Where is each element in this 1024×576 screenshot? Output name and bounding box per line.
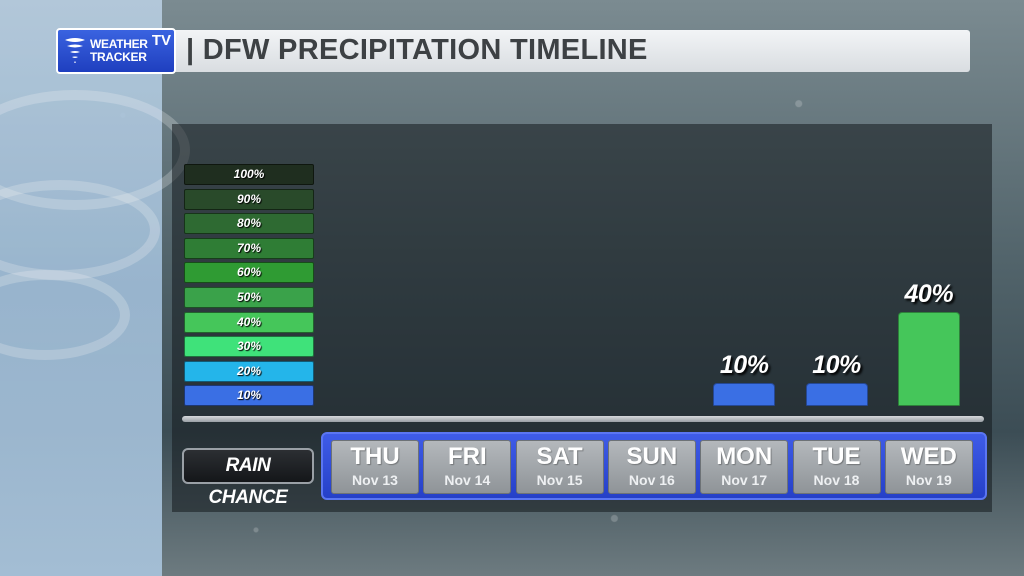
page-title: | DFW PRECIPITATION TIMELINE <box>186 34 648 66</box>
logo-line1: WEATHER <box>90 37 148 51</box>
legend-item: 50% <box>184 286 314 308</box>
swirl-decor <box>0 270 130 360</box>
day-name: FRI <box>447 443 487 470</box>
legend-item: 70% <box>184 237 314 259</box>
day-box: THU Nov 13 <box>331 440 419 494</box>
day-name: MON <box>716 443 773 470</box>
chart-baseline <box>182 416 984 422</box>
left-decor-strip <box>0 0 190 576</box>
logo-tv: TV <box>151 32 171 49</box>
day-date: Nov 13 <box>352 472 398 488</box>
day-name: SAT <box>536 443 583 470</box>
day-date: Nov 16 <box>628 472 675 488</box>
day-date: Nov 18 <box>813 472 860 488</box>
rain-chance-label: RAIN CHANCE <box>182 448 314 508</box>
logo-line2: TRACKER <box>90 50 147 64</box>
legend-item: 100% <box>184 164 314 185</box>
legend-item: 80% <box>184 213 314 235</box>
day-box: MON Nov 17 <box>700 440 789 494</box>
day-date: Nov 15 <box>536 472 583 488</box>
day-name: SUN <box>626 443 678 470</box>
legend-item: 40% <box>184 311 314 333</box>
day-box: SAT Nov 15 <box>515 440 604 494</box>
rain-chance-bar <box>897 312 960 406</box>
day-box: WED Nov 19 <box>884 440 973 494</box>
bar-value-label: 40% <box>904 280 954 308</box>
tornado-icon <box>65 38 85 63</box>
day-box: SUN Nov 16 <box>607 440 696 494</box>
legend-item: 30% <box>184 336 314 358</box>
day-date: Nov 19 <box>905 472 952 488</box>
day-date: Nov 14 <box>444 472 491 488</box>
rain-chance-bar <box>713 382 776 406</box>
legend-item: 60% <box>184 262 314 284</box>
rain-chance-bar <box>805 382 868 406</box>
legend-item: 10% <box>184 385 314 407</box>
day-box: TUE Nov 18 <box>792 440 881 494</box>
day-name: TUE <box>812 443 861 470</box>
day-date: Nov 17 <box>721 472 768 488</box>
bar-value-label: 10% <box>719 350 769 379</box>
day-name: THU <box>350 443 400 470</box>
bar-value-label: 10% <box>812 350 861 379</box>
day-name: WED <box>900 443 957 470</box>
day-box: FRI Nov 14 <box>423 440 512 494</box>
logo-text: WEATHER TRACKER <box>90 38 148 64</box>
legend-item: 20% <box>184 360 314 382</box>
legend-item: 90% <box>184 188 314 210</box>
color-legend: 100% 90% 80% 70% 60% 50% 40% 30% 20% 10% <box>184 164 314 410</box>
title-bar: WEATHER TRACKER TV | DFW PRECIPITATION T… <box>56 28 970 74</box>
day-row: THU Nov 13 FRI Nov 14 SAT Nov 15 SUN Nov 16 MON N… <box>321 432 987 500</box>
station-logo: WEATHER TRACKER TV <box>56 28 176 74</box>
